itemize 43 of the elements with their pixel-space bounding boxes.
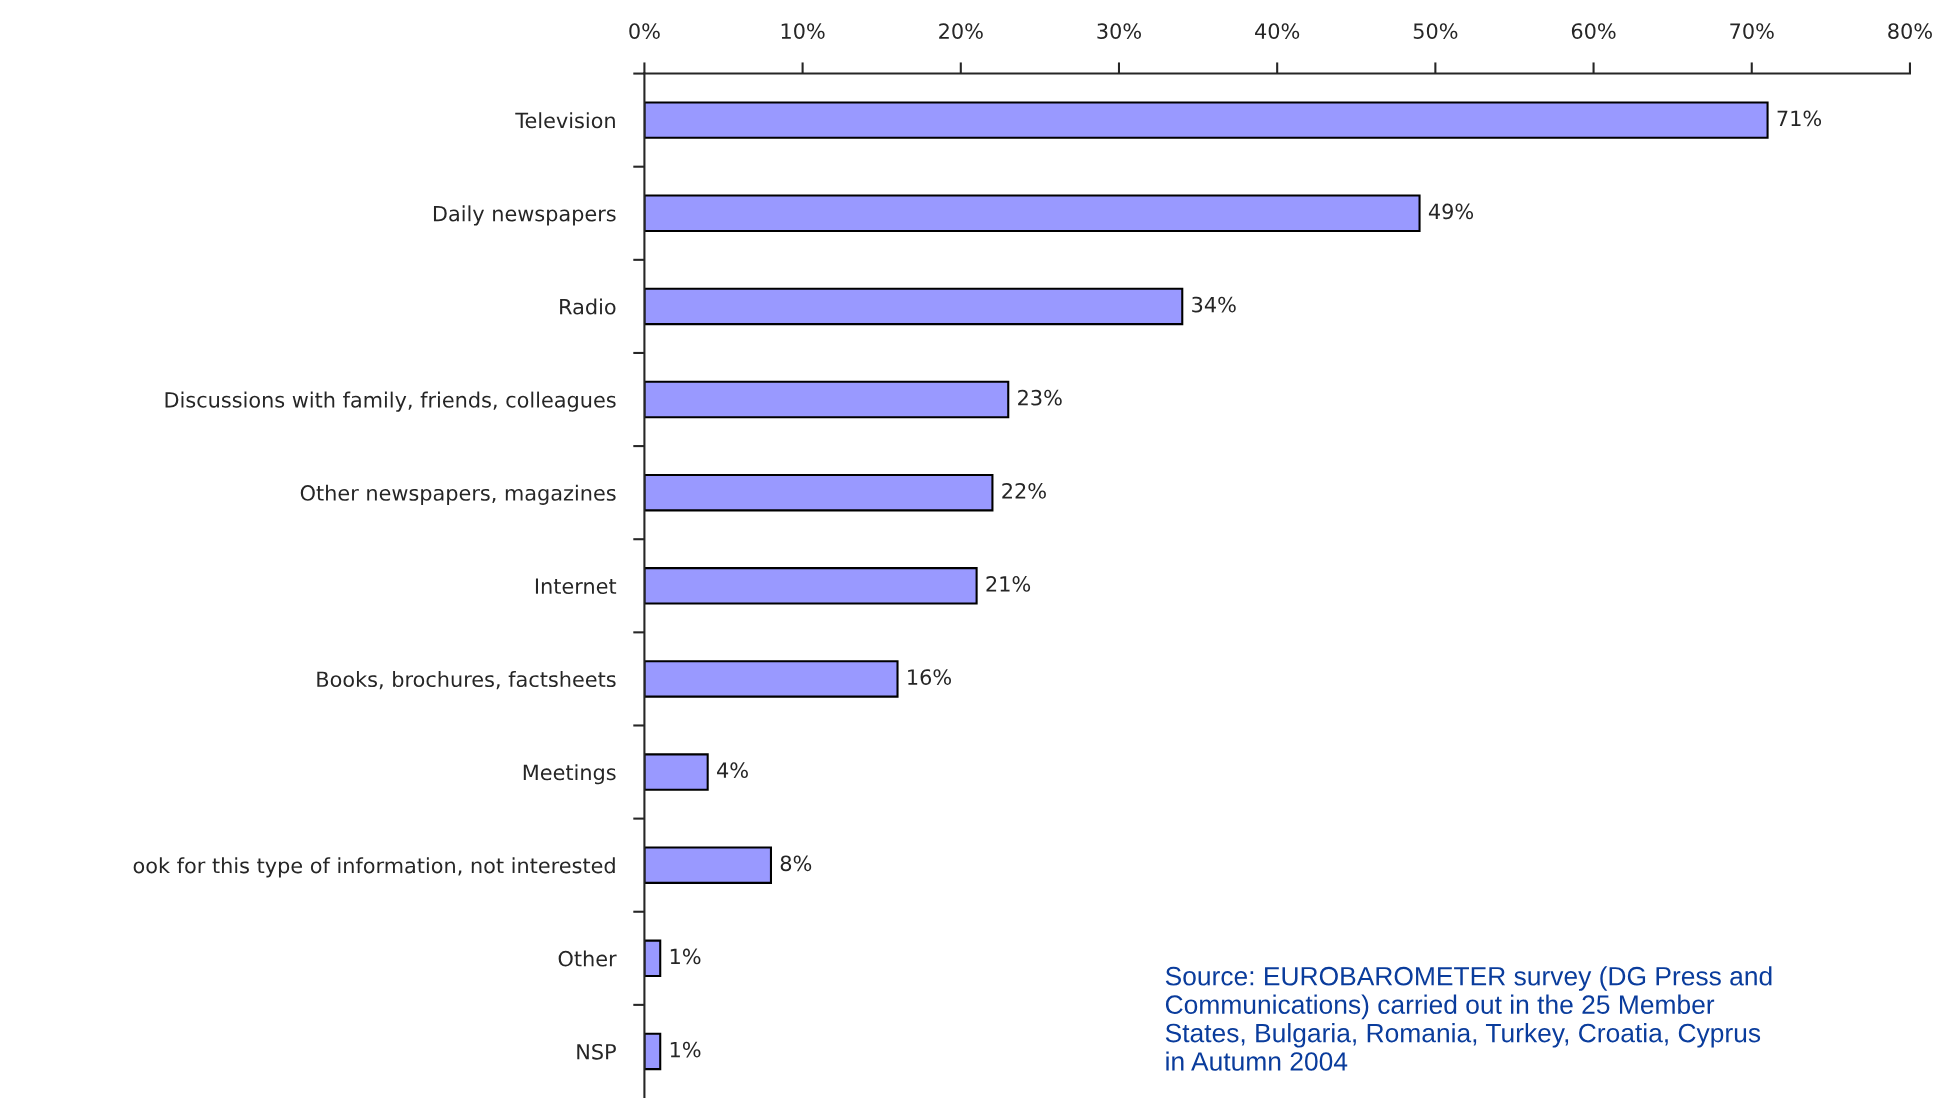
y-tick-label: Other [558, 950, 617, 967]
bar [644, 287, 1184, 326]
y-tick-label: Internet [535, 578, 617, 594]
bar [644, 101, 1769, 139]
x-tick-label: 0% [629, 23, 660, 39]
annotation: Source: EUROBAROMETER survey (DG Press and Communications) carried out in the 25 Member States, Bulgaria, Romania, Turkey, Croatia, Cyprus in Autumn 2004 [1165, 966, 1772, 1071]
data-label: 49% [1428, 203, 1474, 220]
data-label: 4% [717, 762, 748, 779]
y-tick-label: NSP [577, 1043, 616, 1060]
x-tick-label: 30% [1097, 23, 1141, 39]
bar [644, 753, 709, 791]
bar [644, 846, 773, 884]
data-label: 23% [1018, 389, 1062, 406]
x-tick-label: 80% [1888, 23, 1932, 39]
data-label: 71% [1777, 110, 1822, 127]
bar [644, 939, 662, 978]
data-label: 1% [670, 948, 701, 965]
y-tick-label: Daily newspapers [433, 205, 616, 226]
data-label: 1% [670, 1041, 701, 1058]
y-tick-label: Meetings [523, 764, 616, 785]
y-tick-label: Television [515, 112, 615, 129]
bar [644, 473, 994, 512]
data-label: 16% [908, 669, 952, 685]
data-label: 34% [1192, 296, 1236, 313]
y-tick-label: Books, brochures, factsheets [317, 671, 616, 690]
bar [644, 194, 1421, 232]
x-tick-label: 20% [939, 23, 983, 39]
x-tick-label: 40% [1255, 23, 1300, 39]
x-tick-label: 60% [1571, 23, 1616, 39]
y-tick-label: Discussions with family, friends, colleagues [165, 391, 616, 412]
y-tick-label: ook for this type of information, not interested [133, 857, 615, 878]
y-tick-label: Other newspapers, magazines [300, 484, 616, 505]
y-tick-label: Radio [560, 298, 616, 315]
data-label: 8% [780, 855, 812, 872]
x-tick-label: 70% [1730, 23, 1774, 39]
bar [644, 567, 978, 605]
bar [644, 1032, 662, 1071]
data-label: 21% [986, 576, 1031, 592]
bar [644, 660, 899, 698]
x-tick-label: 50% [1413, 23, 1458, 39]
bar [644, 380, 1010, 419]
data-label: 22% [1002, 482, 1046, 499]
x-tick-label: 10% [781, 23, 825, 39]
